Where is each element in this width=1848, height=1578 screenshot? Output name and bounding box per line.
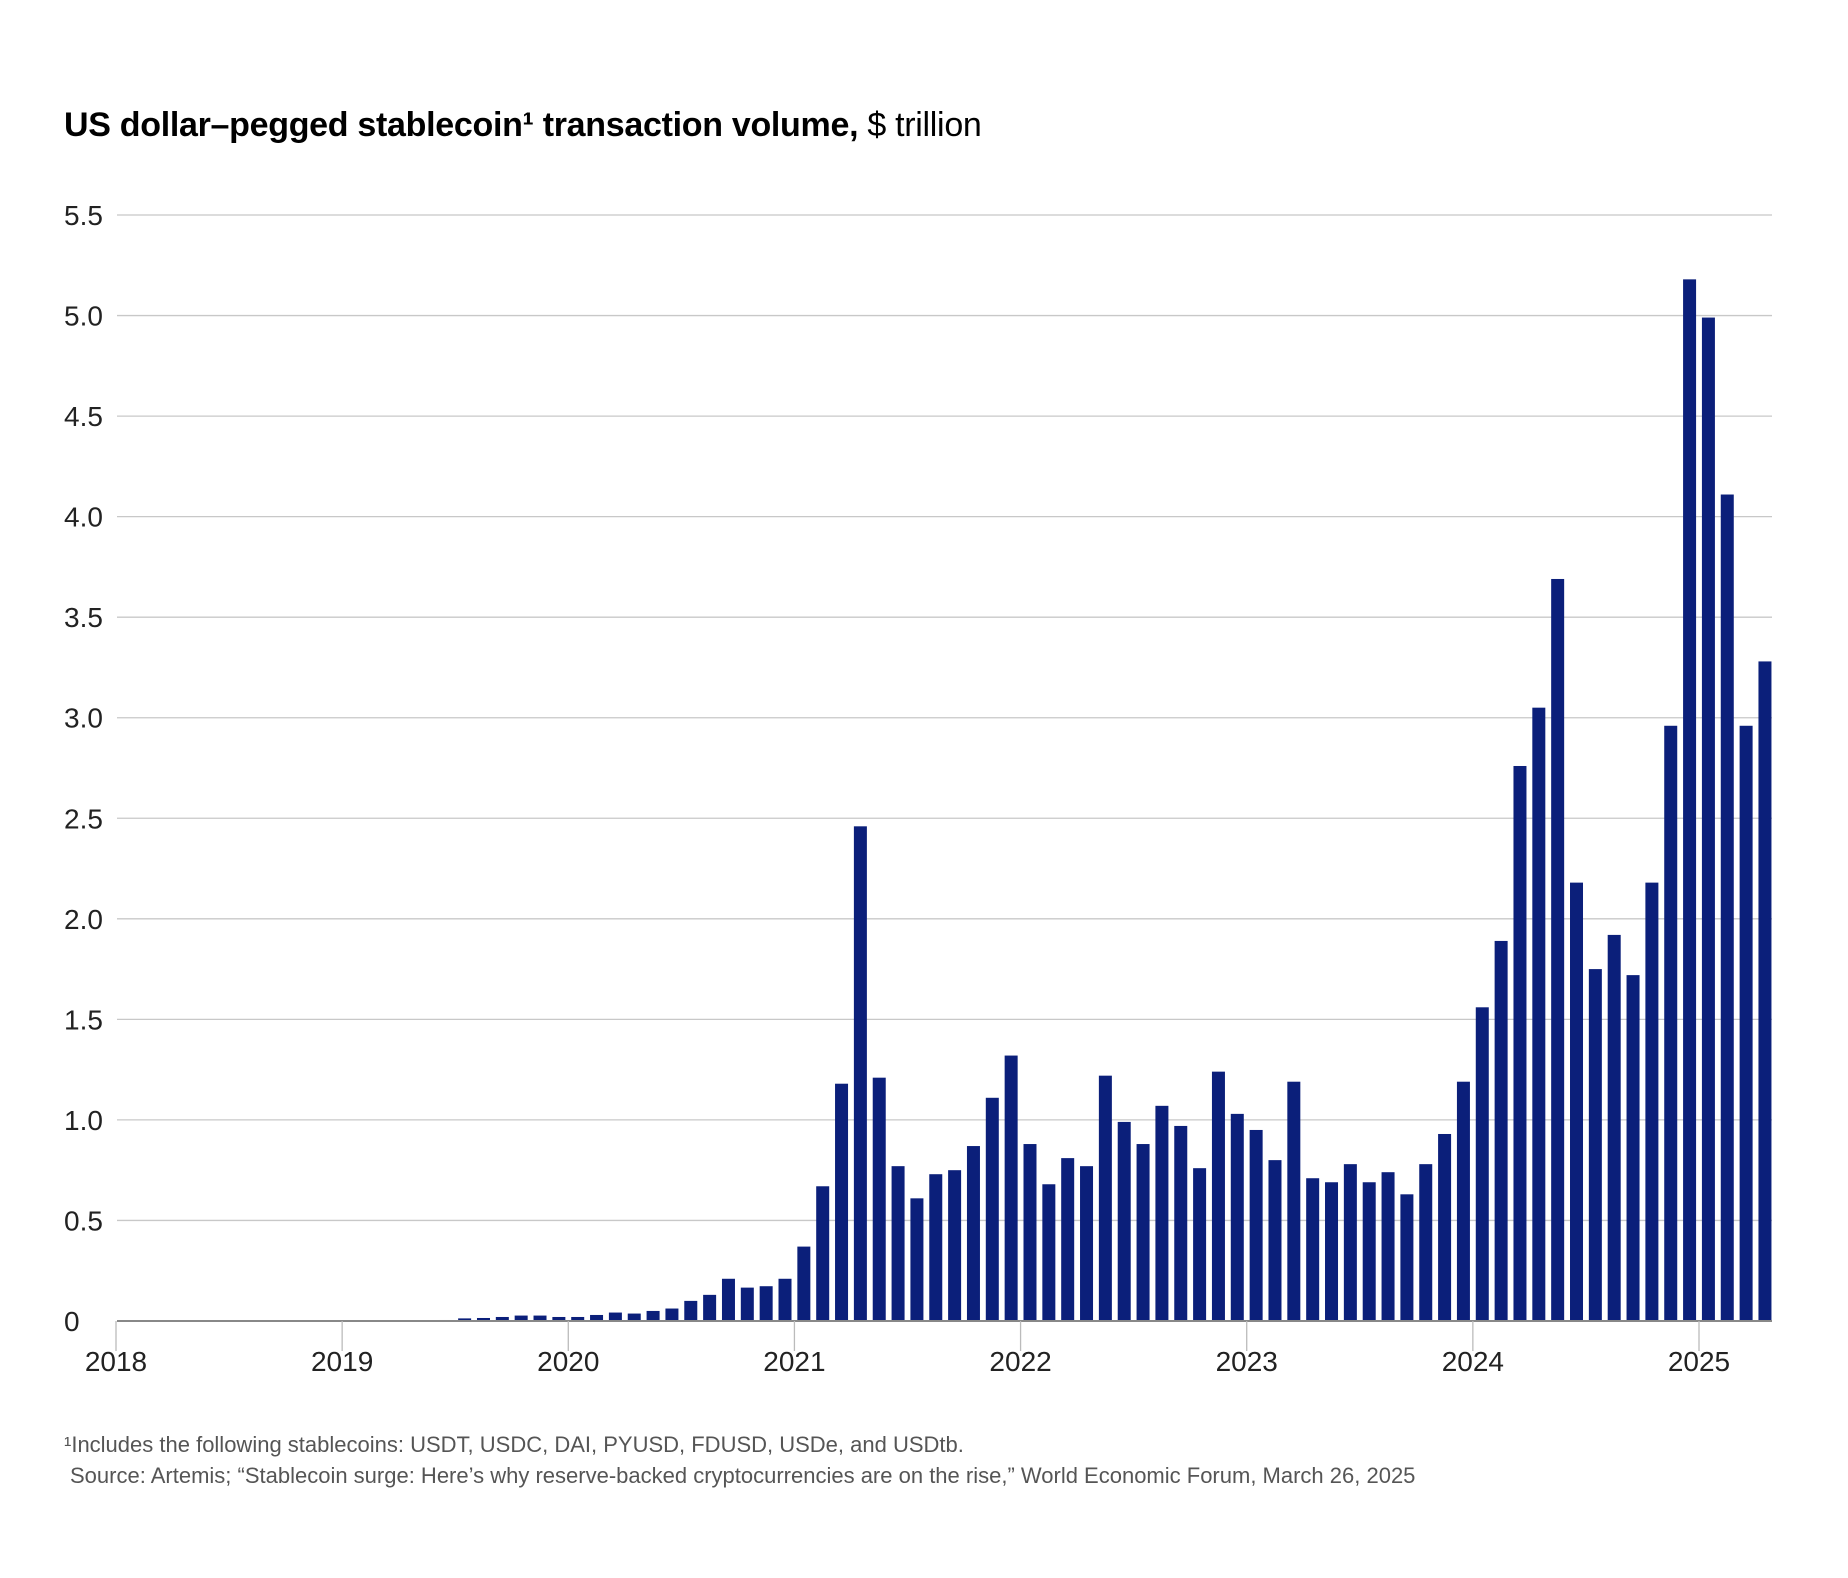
- bar-2023-05: [1325, 1182, 1339, 1321]
- bar-2024-03: [1513, 765, 1527, 1321]
- bar-2020-02: [590, 1314, 604, 1321]
- bar-2024-11: [1664, 725, 1678, 1321]
- bar-2020-08: [703, 1294, 717, 1321]
- y-tick-label: 0: [64, 1306, 80, 1337]
- bar-2019-10: [514, 1315, 528, 1321]
- bar-2024-01: [1475, 1007, 1489, 1321]
- bar-2021-07: [910, 1198, 924, 1321]
- y-tick-label: 2.0: [64, 904, 103, 935]
- y-tick-label: 3.0: [64, 703, 103, 734]
- bar-2021-11: [985, 1097, 999, 1321]
- bar-2024-06: [1570, 882, 1584, 1321]
- bar-2021-08: [929, 1174, 943, 1321]
- bar-2023-11: [1438, 1133, 1452, 1321]
- bar-2020-04: [627, 1313, 641, 1321]
- bar-2021-03: [835, 1083, 849, 1321]
- x-tick-label: 2024: [1442, 1346, 1504, 1377]
- bar-2024-05: [1551, 578, 1565, 1321]
- y-tick-label: 2.5: [64, 803, 103, 834]
- bar-2020-06: [665, 1308, 679, 1321]
- x-tick-label: 2020: [537, 1346, 599, 1377]
- bar-2021-05: [872, 1077, 886, 1321]
- y-tick-label: 3.5: [64, 602, 103, 633]
- bar-2021-01: [797, 1246, 811, 1321]
- x-tick-label: 2023: [1216, 1346, 1278, 1377]
- y-tick-label: 0.5: [64, 1205, 103, 1236]
- bar-2024-07: [1588, 969, 1602, 1321]
- chart-title: US dollar–pegged stablecoin¹ transaction…: [64, 106, 982, 145]
- y-tick-label: 4.5: [64, 401, 103, 432]
- y-tick-label: 5.5: [64, 200, 103, 231]
- bar-2024-10: [1645, 882, 1659, 1321]
- bar-2021-10: [966, 1146, 980, 1321]
- bar-2020-03: [608, 1312, 622, 1321]
- bar-2021-06: [891, 1166, 905, 1321]
- bar-2023-02: [1268, 1160, 1282, 1321]
- bar-chart: 0 0.5 1.0 1.5 2.0 2.5 3.0 3.5 4.0 4.5 5.0 5.5 2018 20…: [64, 200, 1772, 1377]
- bar-2025-01: [1701, 317, 1715, 1321]
- bar-2023-04: [1306, 1178, 1320, 1321]
- bar-2022-04: [1080, 1166, 1094, 1321]
- bar-2022-08: [1155, 1105, 1169, 1321]
- bar-2022-09: [1174, 1125, 1188, 1321]
- bar-2022-11: [1211, 1071, 1225, 1321]
- bar-2019-08: [476, 1317, 490, 1321]
- bar-2022-03: [1061, 1158, 1075, 1321]
- y-tick-label: 1.0: [64, 1105, 103, 1136]
- bar-2024-12: [1683, 279, 1697, 1321]
- x-tick-label: 2025: [1668, 1346, 1730, 1377]
- y-tick-label: 1.5: [64, 1004, 103, 1035]
- bar-2023-07: [1362, 1182, 1376, 1321]
- bar-2023-09: [1400, 1194, 1414, 1321]
- bar-2019-07: [458, 1318, 472, 1321]
- bar-2019-11: [533, 1315, 547, 1321]
- y-tick-label: 4.0: [64, 502, 103, 533]
- bar-2020-10: [740, 1287, 754, 1321]
- bar-2020-11: [759, 1286, 773, 1321]
- x-tick-label: 2019: [311, 1346, 373, 1377]
- bar-2023-08: [1381, 1172, 1395, 1321]
- bar-2022-07: [1136, 1144, 1150, 1321]
- bar-2024-02: [1494, 940, 1508, 1321]
- bar-2021-02: [816, 1186, 830, 1321]
- bar-2022-06: [1117, 1121, 1131, 1321]
- bar-2024-04: [1532, 707, 1546, 1321]
- bar-2024-08: [1607, 934, 1621, 1321]
- bar-2021-09: [948, 1170, 962, 1321]
- bar-2023-12: [1456, 1081, 1470, 1321]
- bar-2022-12: [1230, 1113, 1244, 1321]
- y-tick-label: 5.0: [64, 301, 103, 332]
- bar-2023-03: [1287, 1081, 1301, 1321]
- bar-2022-02: [1042, 1184, 1056, 1321]
- bar-2025-03: [1739, 725, 1753, 1321]
- bar-2020-09: [721, 1278, 735, 1321]
- bar-2022-10: [1193, 1168, 1207, 1321]
- x-tick-label: 2021: [763, 1346, 825, 1377]
- bar-2023-06: [1343, 1164, 1357, 1321]
- chart-title-unit: $ trillion: [867, 106, 982, 144]
- x-tick-label: 2022: [989, 1346, 1051, 1377]
- chart-title-main: US dollar–pegged stablecoin¹ transaction…: [64, 106, 859, 144]
- source-note: Source: Artemis; “Stablecoin surge: Here…: [70, 1463, 1416, 1488]
- bar-2025-02: [1720, 494, 1734, 1321]
- bar-2019-09: [495, 1316, 509, 1321]
- bar-2020-01: [571, 1316, 585, 1321]
- bar-2021-04: [853, 826, 867, 1321]
- bar-2025-04: [1758, 661, 1772, 1321]
- footnote: ¹Includes the following stablecoins: USD…: [64, 1432, 964, 1457]
- bar-2024-09: [1626, 975, 1640, 1321]
- bar-2020-07: [684, 1300, 698, 1321]
- bar-2023-10: [1419, 1164, 1433, 1321]
- bar-2021-12: [1004, 1055, 1018, 1321]
- bar-2020-12: [778, 1278, 792, 1321]
- bar-2020-05: [646, 1310, 660, 1321]
- bar-2023-01: [1249, 1129, 1263, 1321]
- bar-2022-05: [1098, 1075, 1112, 1321]
- bar-2022-01: [1023, 1144, 1037, 1321]
- bar-2019-12: [552, 1316, 566, 1321]
- x-tick-label: 2018: [85, 1346, 147, 1377]
